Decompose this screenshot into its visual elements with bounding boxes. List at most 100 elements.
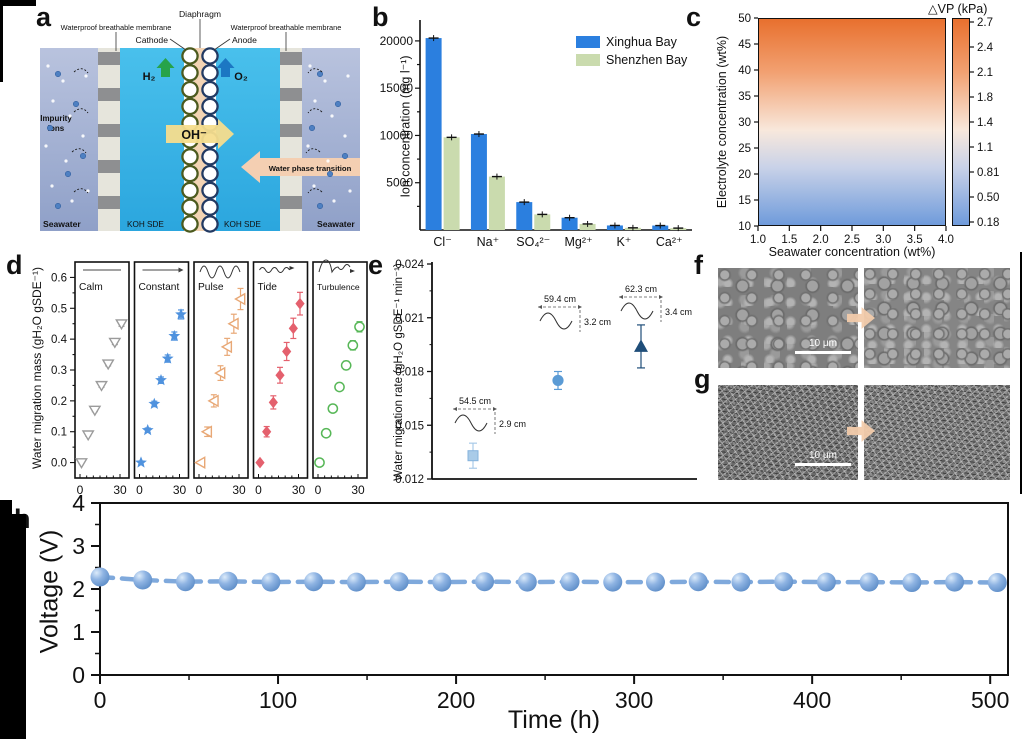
koh-left-label: KOH SDE (127, 220, 164, 229)
svg-text:1.0: 1.0 (750, 234, 766, 246)
colorbar-title: △VP (kPa) (928, 2, 988, 16)
svg-text:Ca²⁺: Ca²⁺ (656, 235, 683, 249)
sem-image-g-right (864, 385, 1010, 480)
o2-label: O₂ (234, 71, 248, 83)
svg-text:30: 30 (232, 483, 246, 497)
panel-d-sub-calm: 0 30 Calm (74, 261, 130, 497)
voltage-point (774, 572, 794, 592)
voltage-point (945, 572, 965, 592)
svg-text:20000: 20000 (380, 34, 414, 48)
voltage-point (90, 567, 110, 587)
svg-text:0: 0 (196, 483, 203, 497)
svg-text:40: 40 (738, 65, 751, 77)
water-phase-label: Water phase transition (269, 164, 352, 173)
impurity-label-2: ions (48, 124, 65, 133)
svg-text:0.5: 0.5 (51, 303, 67, 315)
svg-text:0: 0 (77, 483, 84, 497)
svg-text:45: 45 (738, 39, 751, 51)
svg-text:0: 0 (315, 483, 322, 497)
svg-text:0.18: 0.18 (977, 217, 999, 229)
panel-label-a: a (36, 2, 52, 32)
panel-d-sub-tide: 0 30 Tide (252, 261, 309, 497)
svg-text:25: 25 (738, 143, 751, 155)
panel-c-heatmap (758, 18, 946, 226)
svg-text:0.2: 0.2 (51, 396, 67, 408)
svg-text:3: 3 (72, 533, 85, 559)
impurity-label-1: Impurity (40, 114, 72, 123)
membrane-left-label: Waterproof breathable membrane (61, 23, 172, 32)
svg-text:1.8: 1.8 (977, 92, 993, 104)
svg-text:0.3: 0.3 (51, 365, 67, 377)
svg-text:30: 30 (738, 117, 751, 129)
svg-text:3.0: 3.0 (875, 234, 891, 246)
svg-text:300: 300 (615, 687, 653, 713)
voltage-point (816, 572, 836, 592)
svg-text:500: 500 (971, 687, 1009, 713)
wave-annotation-2: 59.4 cm 3.2 cm (538, 294, 611, 332)
panel-b-legend: Xinghua Bay Shenzhen Bay (576, 35, 688, 67)
voltage-point (731, 572, 751, 592)
svg-text:0.6: 0.6 (51, 272, 67, 284)
voltage-point (304, 572, 324, 592)
svg-text:Cl⁻: Cl⁻ (433, 235, 451, 249)
svg-text:5000: 5000 (386, 176, 413, 190)
svg-text:3.2 cm: 3.2 cm (584, 317, 611, 327)
svg-text:Calm: Calm (79, 282, 103, 293)
diaphragm-label: Diaphragm (179, 9, 221, 19)
panel-d-sub-pulse: 0 30 Pulse (193, 261, 249, 497)
page-edge-line (1020, 252, 1022, 494)
oh-label: OH⁻ (181, 128, 207, 142)
seawater-right-label: Seawater (317, 219, 355, 229)
panel-label-c: c (686, 2, 702, 32)
panel-label-d: d (6, 250, 23, 280)
cathode-label: Cathode (136, 35, 169, 45)
svg-text:30: 30 (351, 483, 365, 497)
svg-text:0.81: 0.81 (977, 167, 999, 179)
screenshot-artifact-left (0, 0, 3, 82)
svg-text:1.5: 1.5 (781, 234, 797, 246)
panel-c-xlabel: Seawater concentration (wt%) (768, 245, 936, 259)
panel-e-scatter: 0.012 0.015 0.018 0.021 0.024 54.5 cm 2.9 cm 59… (395, 259, 697, 486)
panel-label-f: f (694, 250, 703, 280)
svg-text:Turbulence: Turbulence (317, 282, 360, 292)
svg-text:1: 1 (72, 619, 85, 645)
panel-label-g: g (694, 364, 711, 394)
svg-text:30: 30 (292, 483, 306, 497)
svg-text:4.0: 4.0 (938, 234, 954, 246)
voltage-point (261, 572, 281, 592)
voltage-point (133, 570, 153, 590)
svg-text:0.0: 0.0 (51, 458, 67, 470)
svg-text:0.018: 0.018 (395, 367, 424, 379)
svg-text:3.5: 3.5 (907, 234, 923, 246)
sem-image-f-right (864, 268, 1010, 368)
voltage-point (475, 572, 495, 592)
voltage-point (688, 572, 708, 592)
svg-text:0: 0 (255, 483, 262, 497)
panel-label-e: e (368, 250, 384, 280)
voltage-point (517, 572, 537, 592)
svg-text:2.7: 2.7 (977, 17, 993, 29)
svg-text:Na⁺: Na⁺ (477, 235, 500, 249)
svg-text:54.5 cm: 54.5 cm (459, 396, 491, 406)
svg-text:2.0: 2.0 (813, 234, 829, 246)
svg-text:10: 10 (738, 221, 751, 233)
svg-text:Tide: Tide (258, 282, 278, 293)
svg-text:0.015: 0.015 (395, 420, 424, 432)
svg-text:0: 0 (94, 687, 107, 713)
svg-text:2: 2 (72, 576, 85, 602)
svg-text:200: 200 (437, 687, 475, 713)
voltage-point (645, 572, 665, 592)
scalebar-f-bar (795, 351, 851, 354)
panel-c-axes: 50 45 40 35 30 25 20 15 101.0 1.5 2.0 2.5 3.0 3.5 4.0 2… (738, 13, 999, 246)
svg-text:3.4 cm: 3.4 cm (665, 307, 692, 317)
voltage-point (560, 572, 580, 592)
voltage-point (218, 571, 238, 591)
svg-text:1.4: 1.4 (977, 117, 994, 129)
svg-text:15000: 15000 (380, 81, 414, 95)
wave-annotation-3: 62.3 cm 3.4 cm (619, 284, 692, 322)
koh-right-label: KOH SDE (224, 220, 261, 229)
svg-text:30: 30 (113, 483, 127, 497)
svg-text:100: 100 (259, 687, 297, 713)
